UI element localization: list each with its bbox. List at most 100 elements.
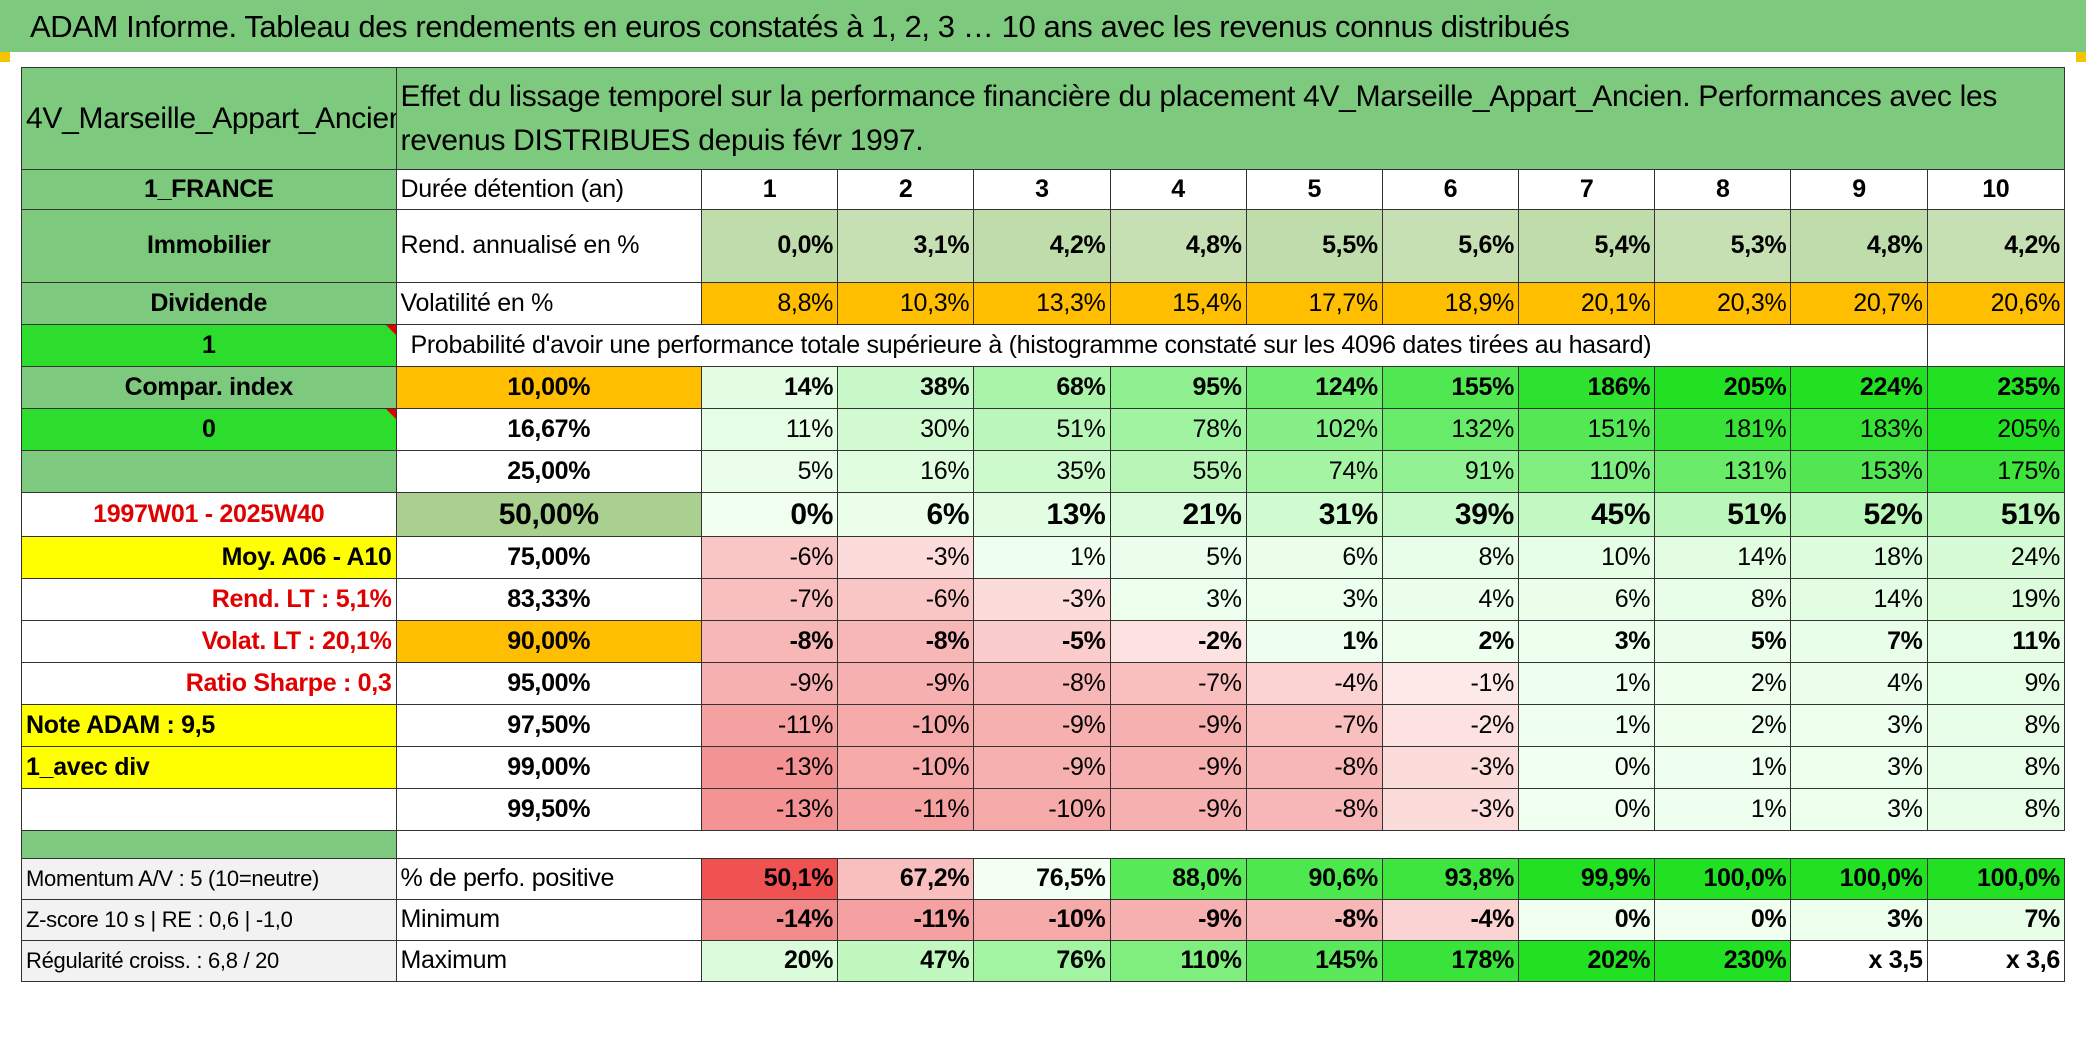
- rend-value: 0,0%: [700, 209, 839, 283]
- prob-value: 224%: [1790, 366, 1928, 409]
- prob-value: 8%: [1926, 788, 2066, 831]
- year-header: 2: [837, 169, 975, 210]
- description: Effet du lissage temporel sur la perform…: [395, 67, 2066, 170]
- prob-value: -13%: [700, 788, 839, 831]
- table-row: Régularité croiss. : 6,8 / 20 Maximum 20% 4…: [21, 940, 2066, 982]
- prob-value: 1%: [1245, 620, 1383, 663]
- probability-level: 10,00%: [395, 366, 702, 409]
- min-value: -9%: [1109, 899, 1247, 941]
- table-row: 1_FRANCE Durée détention (an) 1 2 3 4 5 6 7 8 9 10: [21, 169, 2066, 210]
- min-value: -10%: [973, 899, 1111, 941]
- prob-value: -9%: [700, 662, 839, 705]
- prob-value: 153%: [1790, 450, 1928, 493]
- prob-value: 13%: [973, 492, 1111, 537]
- fund-name: 4V_Marseille_Appart_Ancien: [21, 67, 397, 170]
- empty-cell: [1926, 324, 2066, 367]
- probability-level: 50,00%: [395, 492, 702, 537]
- prob-value: -10%: [973, 788, 1111, 831]
- prob-value: 1%: [1518, 662, 1656, 705]
- prob-value: -8%: [837, 620, 975, 663]
- max-value: 145%: [1245, 940, 1383, 982]
- min-value: 0%: [1518, 899, 1656, 941]
- max-value: x 3,5: [1790, 940, 1928, 982]
- probability-level: 16,67%: [395, 408, 702, 451]
- probability-level: 25,00%: [395, 450, 702, 493]
- rend-value: 4,8%: [1790, 209, 1928, 283]
- prob-value: 35%: [973, 450, 1111, 493]
- vol-value: 15,4%: [1109, 282, 1247, 325]
- probability-level: 75,00%: [395, 536, 702, 579]
- prob-value: 8%: [1926, 704, 2066, 747]
- prob-value: 9%: [1926, 662, 2066, 705]
- performance-table: 4V_Marseille_Appart_Ancien Effet du lissa…: [21, 67, 2066, 982]
- vol-value: 8,8%: [700, 282, 839, 325]
- vol-value: 20,7%: [1790, 282, 1928, 325]
- max-value: 76%: [973, 940, 1111, 982]
- vol-value: 17,7%: [1245, 282, 1383, 325]
- empty-cell: [21, 788, 397, 831]
- min-label: Minimum: [395, 899, 702, 941]
- prob-value: 18%: [1790, 536, 1928, 579]
- pos-value: 100,0%: [1790, 858, 1928, 900]
- rend-value: 3,1%: [837, 209, 975, 283]
- table-row: Z-score 10 s | RE : 0,6 | -1,0 Minimum -14…: [21, 899, 2066, 941]
- year-header: 10: [1926, 169, 2066, 210]
- compar-index: Compar. index: [21, 366, 397, 409]
- prob-value: -2%: [1109, 620, 1247, 663]
- min-value: 7%: [1926, 899, 2066, 941]
- prob-value: -8%: [1245, 788, 1383, 831]
- prob-value: -9%: [973, 704, 1111, 747]
- year-header: 6: [1381, 169, 1520, 210]
- avg-label: Moy. A06 - A10: [21, 536, 397, 579]
- prob-value: 1%: [1654, 746, 1792, 789]
- max-value: 202%: [1518, 940, 1656, 982]
- prob-value: 205%: [1926, 408, 2066, 451]
- year-header: 9: [1790, 169, 1928, 210]
- probability-level: 97,50%: [395, 704, 702, 747]
- page-title: ADAM Informe. Tableau des rendements en …: [0, 0, 2086, 52]
- rend-lt: Rend. LT : 5,1%: [21, 578, 397, 621]
- prob-value: 110%: [1518, 450, 1656, 493]
- prob-value: 183%: [1790, 408, 1928, 451]
- prob-value: 14%: [1790, 578, 1928, 621]
- max-value: 20%: [700, 940, 839, 982]
- min-value: -4%: [1381, 899, 1520, 941]
- income-label: Dividende: [21, 282, 397, 325]
- prob-value: 1%: [1654, 788, 1792, 831]
- probability-level: 99,00%: [395, 746, 702, 789]
- max-value: x 3,6: [1926, 940, 2066, 982]
- prob-value: 6%: [837, 492, 975, 537]
- prob-value: 8%: [1654, 578, 1792, 621]
- max-value: 110%: [1109, 940, 1247, 982]
- prob-value: -10%: [837, 746, 975, 789]
- prob-value: 39%: [1381, 492, 1520, 537]
- prob-value: 3%: [1790, 704, 1928, 747]
- prob-value: -7%: [1109, 662, 1247, 705]
- table-row: 99,50% -13% -11% -10% -9% -8% -3% 0% 1% 3% 8%: [21, 788, 2066, 831]
- prob-value: -13%: [700, 746, 839, 789]
- prob-value: 1%: [973, 536, 1111, 579]
- year-header: 5: [1245, 169, 1383, 210]
- variant-label: 1_avec div: [21, 746, 397, 789]
- prob-value: 0%: [1518, 788, 1656, 831]
- prob-value: 8%: [1381, 536, 1520, 579]
- prob-value: 21%: [1109, 492, 1247, 537]
- table-row: 1 Probabilité d'avoir une performance tot…: [21, 324, 2066, 367]
- regularite-label: Régularité croiss. : 6,8 / 20: [21, 940, 397, 982]
- prob-value: 38%: [837, 366, 975, 409]
- volat-lt: Volat. LT : 20,1%: [21, 620, 397, 663]
- min-value: 3%: [1790, 899, 1928, 941]
- pos-value: 93,8%: [1381, 858, 1520, 900]
- prob-value: 2%: [1654, 662, 1792, 705]
- prob-value: -10%: [837, 704, 975, 747]
- vol-value: 18,9%: [1381, 282, 1520, 325]
- empty-cell: [21, 450, 397, 493]
- prob-value: 7%: [1790, 620, 1928, 663]
- prob-value: 2%: [1654, 704, 1792, 747]
- year-header: 7: [1518, 169, 1656, 210]
- prob-value: 55%: [1109, 450, 1247, 493]
- prob-value: 95%: [1109, 366, 1247, 409]
- probability-level: 83,33%: [395, 578, 702, 621]
- prob-value: -8%: [1245, 746, 1383, 789]
- prob-value: -8%: [700, 620, 839, 663]
